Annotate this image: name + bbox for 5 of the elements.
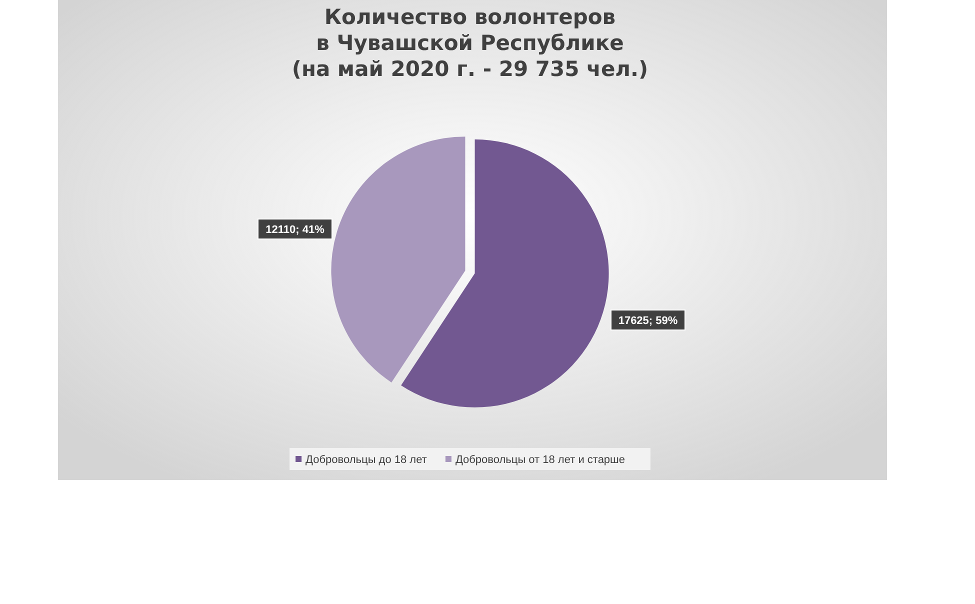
legend-label: Добровольцы от 18 лет и старше [455,454,626,466]
data-label: 17625; 59% [618,315,678,327]
chart-title: Количество волонтеров в Чувашской Республике (на май 2020 г. - 29 735 чел.) [292,5,648,81]
legend-label: Добровольцы до 18 лет [306,454,427,466]
data-label: 12110; 41% [266,224,325,236]
